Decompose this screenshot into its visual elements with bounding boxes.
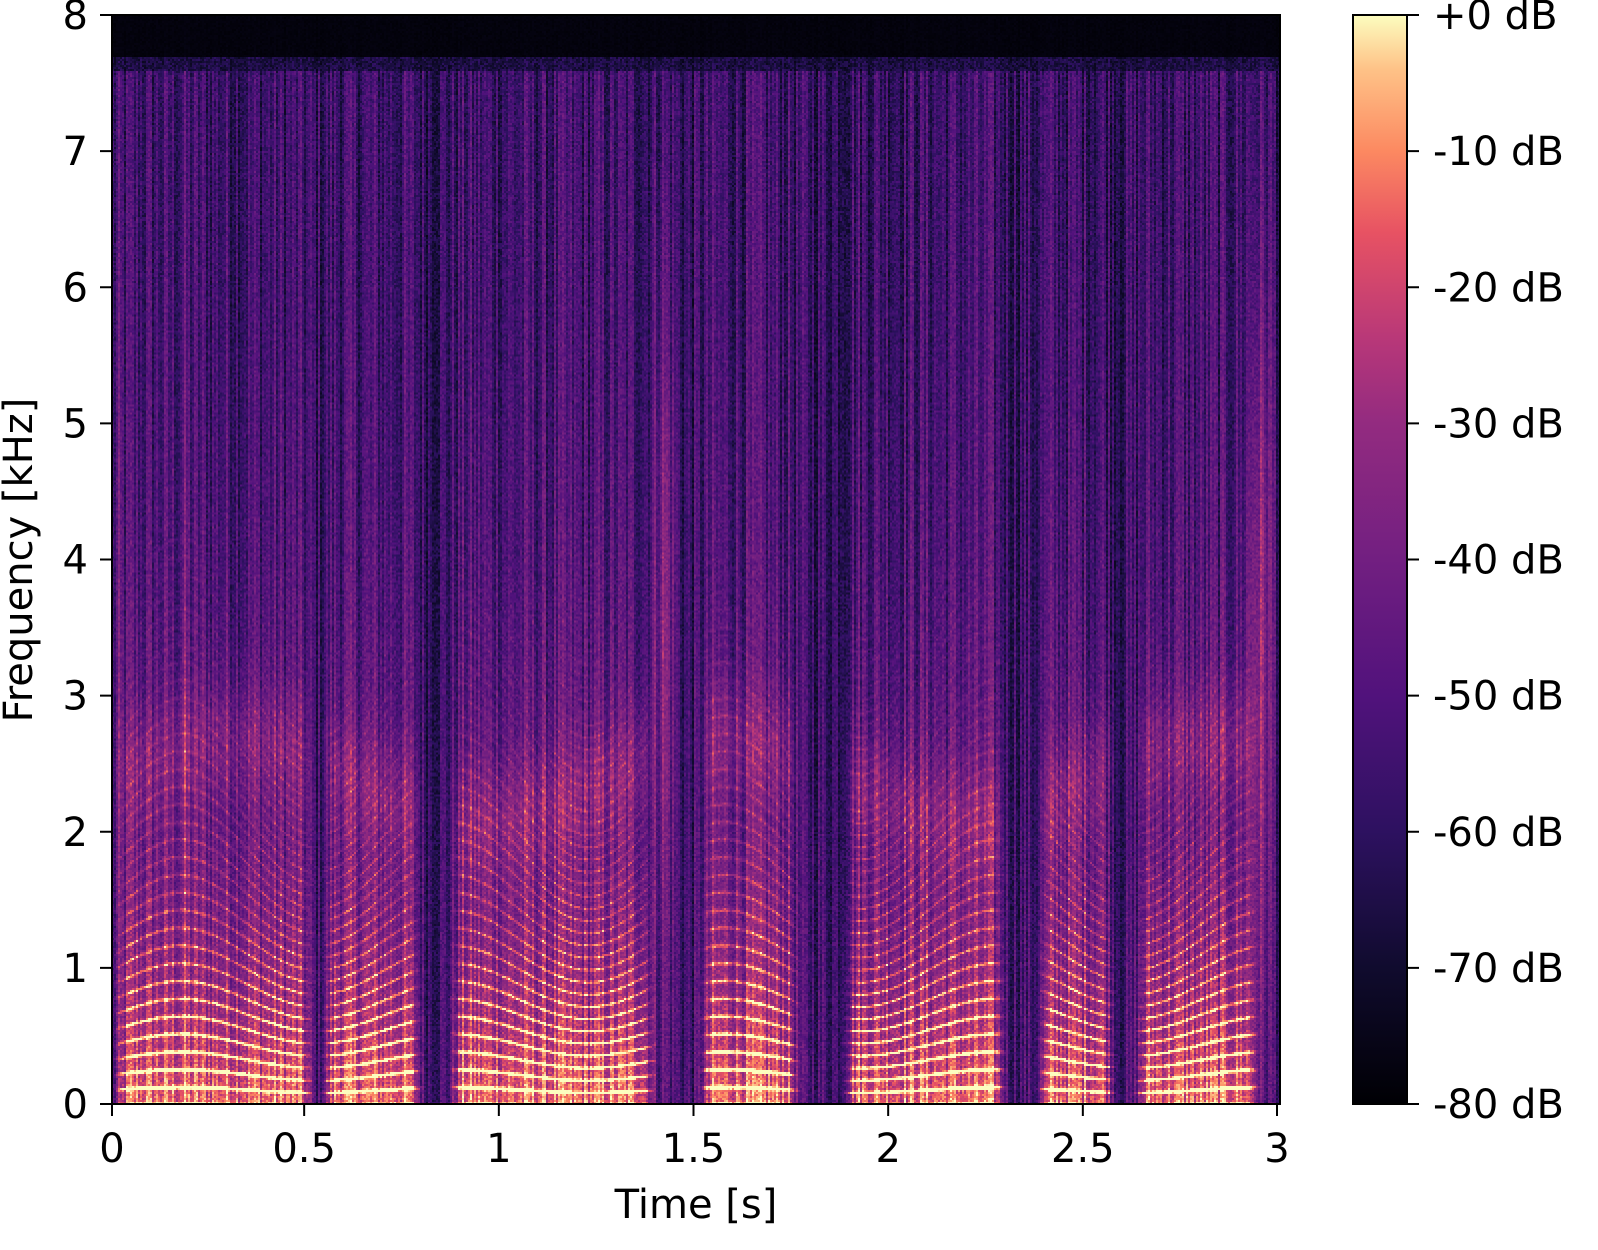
x-tick-label: 2 [875, 1126, 900, 1172]
colorbar-tick-label: -60 dB [1433, 810, 1564, 856]
x-tick-label: 0 [99, 1126, 124, 1172]
colorbar-gradient [1352, 14, 1408, 1105]
x-axis-label: Time [s] [614, 1182, 778, 1228]
x-tick-label: 1 [486, 1126, 511, 1172]
colorbar-tick-label: -70 dB [1433, 946, 1564, 992]
y-tick-label: 3 [63, 674, 88, 720]
y-tick-label: 6 [63, 265, 88, 311]
colorbar-tick-label: -30 dB [1433, 401, 1564, 447]
y-tick-label: 0 [63, 1082, 88, 1128]
y-tick-label: 1 [63, 946, 88, 992]
y-axis-label: Frequency [kHz] [0, 398, 42, 723]
colorbar-tick-label: -10 dB [1433, 129, 1564, 175]
y-tick-label: 4 [63, 538, 88, 584]
colorbar-ticks: +0 dB -10 dB -20 dB -30 dB -40 dB -50 dB -60 d… [1407, 0, 1564, 1128]
y-axis-ticks: 0 1 2 3 4 5 6 7 8 [63, 0, 112, 1128]
x-tick-label: 2.5 [1051, 1126, 1115, 1172]
colorbar-tick-label: +0 dB [1433, 0, 1558, 39]
colorbar [1352, 14, 1408, 1105]
x-tick-label: 1.5 [662, 1126, 726, 1172]
colorbar-tick-label: -40 dB [1433, 538, 1564, 584]
y-tick-label: 8 [63, 0, 88, 39]
plot-area [111, 14, 1281, 1105]
x-axis-ticks: 0 0.5 1 1.5 2 2.5 3 [99, 1104, 1290, 1172]
colorbar-tick-label: -80 dB [1433, 1082, 1564, 1128]
colorbar-tick-label: -50 dB [1433, 674, 1564, 720]
colorbar-tick-label: -20 dB [1433, 265, 1564, 311]
x-tick-label: 3 [1264, 1126, 1289, 1172]
y-tick-label: 7 [63, 129, 88, 175]
y-tick-label: 2 [63, 810, 88, 856]
x-tick-label: 0.5 [272, 1126, 336, 1172]
spectrogram-image [112, 15, 1280, 1104]
y-tick-label: 5 [63, 401, 88, 447]
